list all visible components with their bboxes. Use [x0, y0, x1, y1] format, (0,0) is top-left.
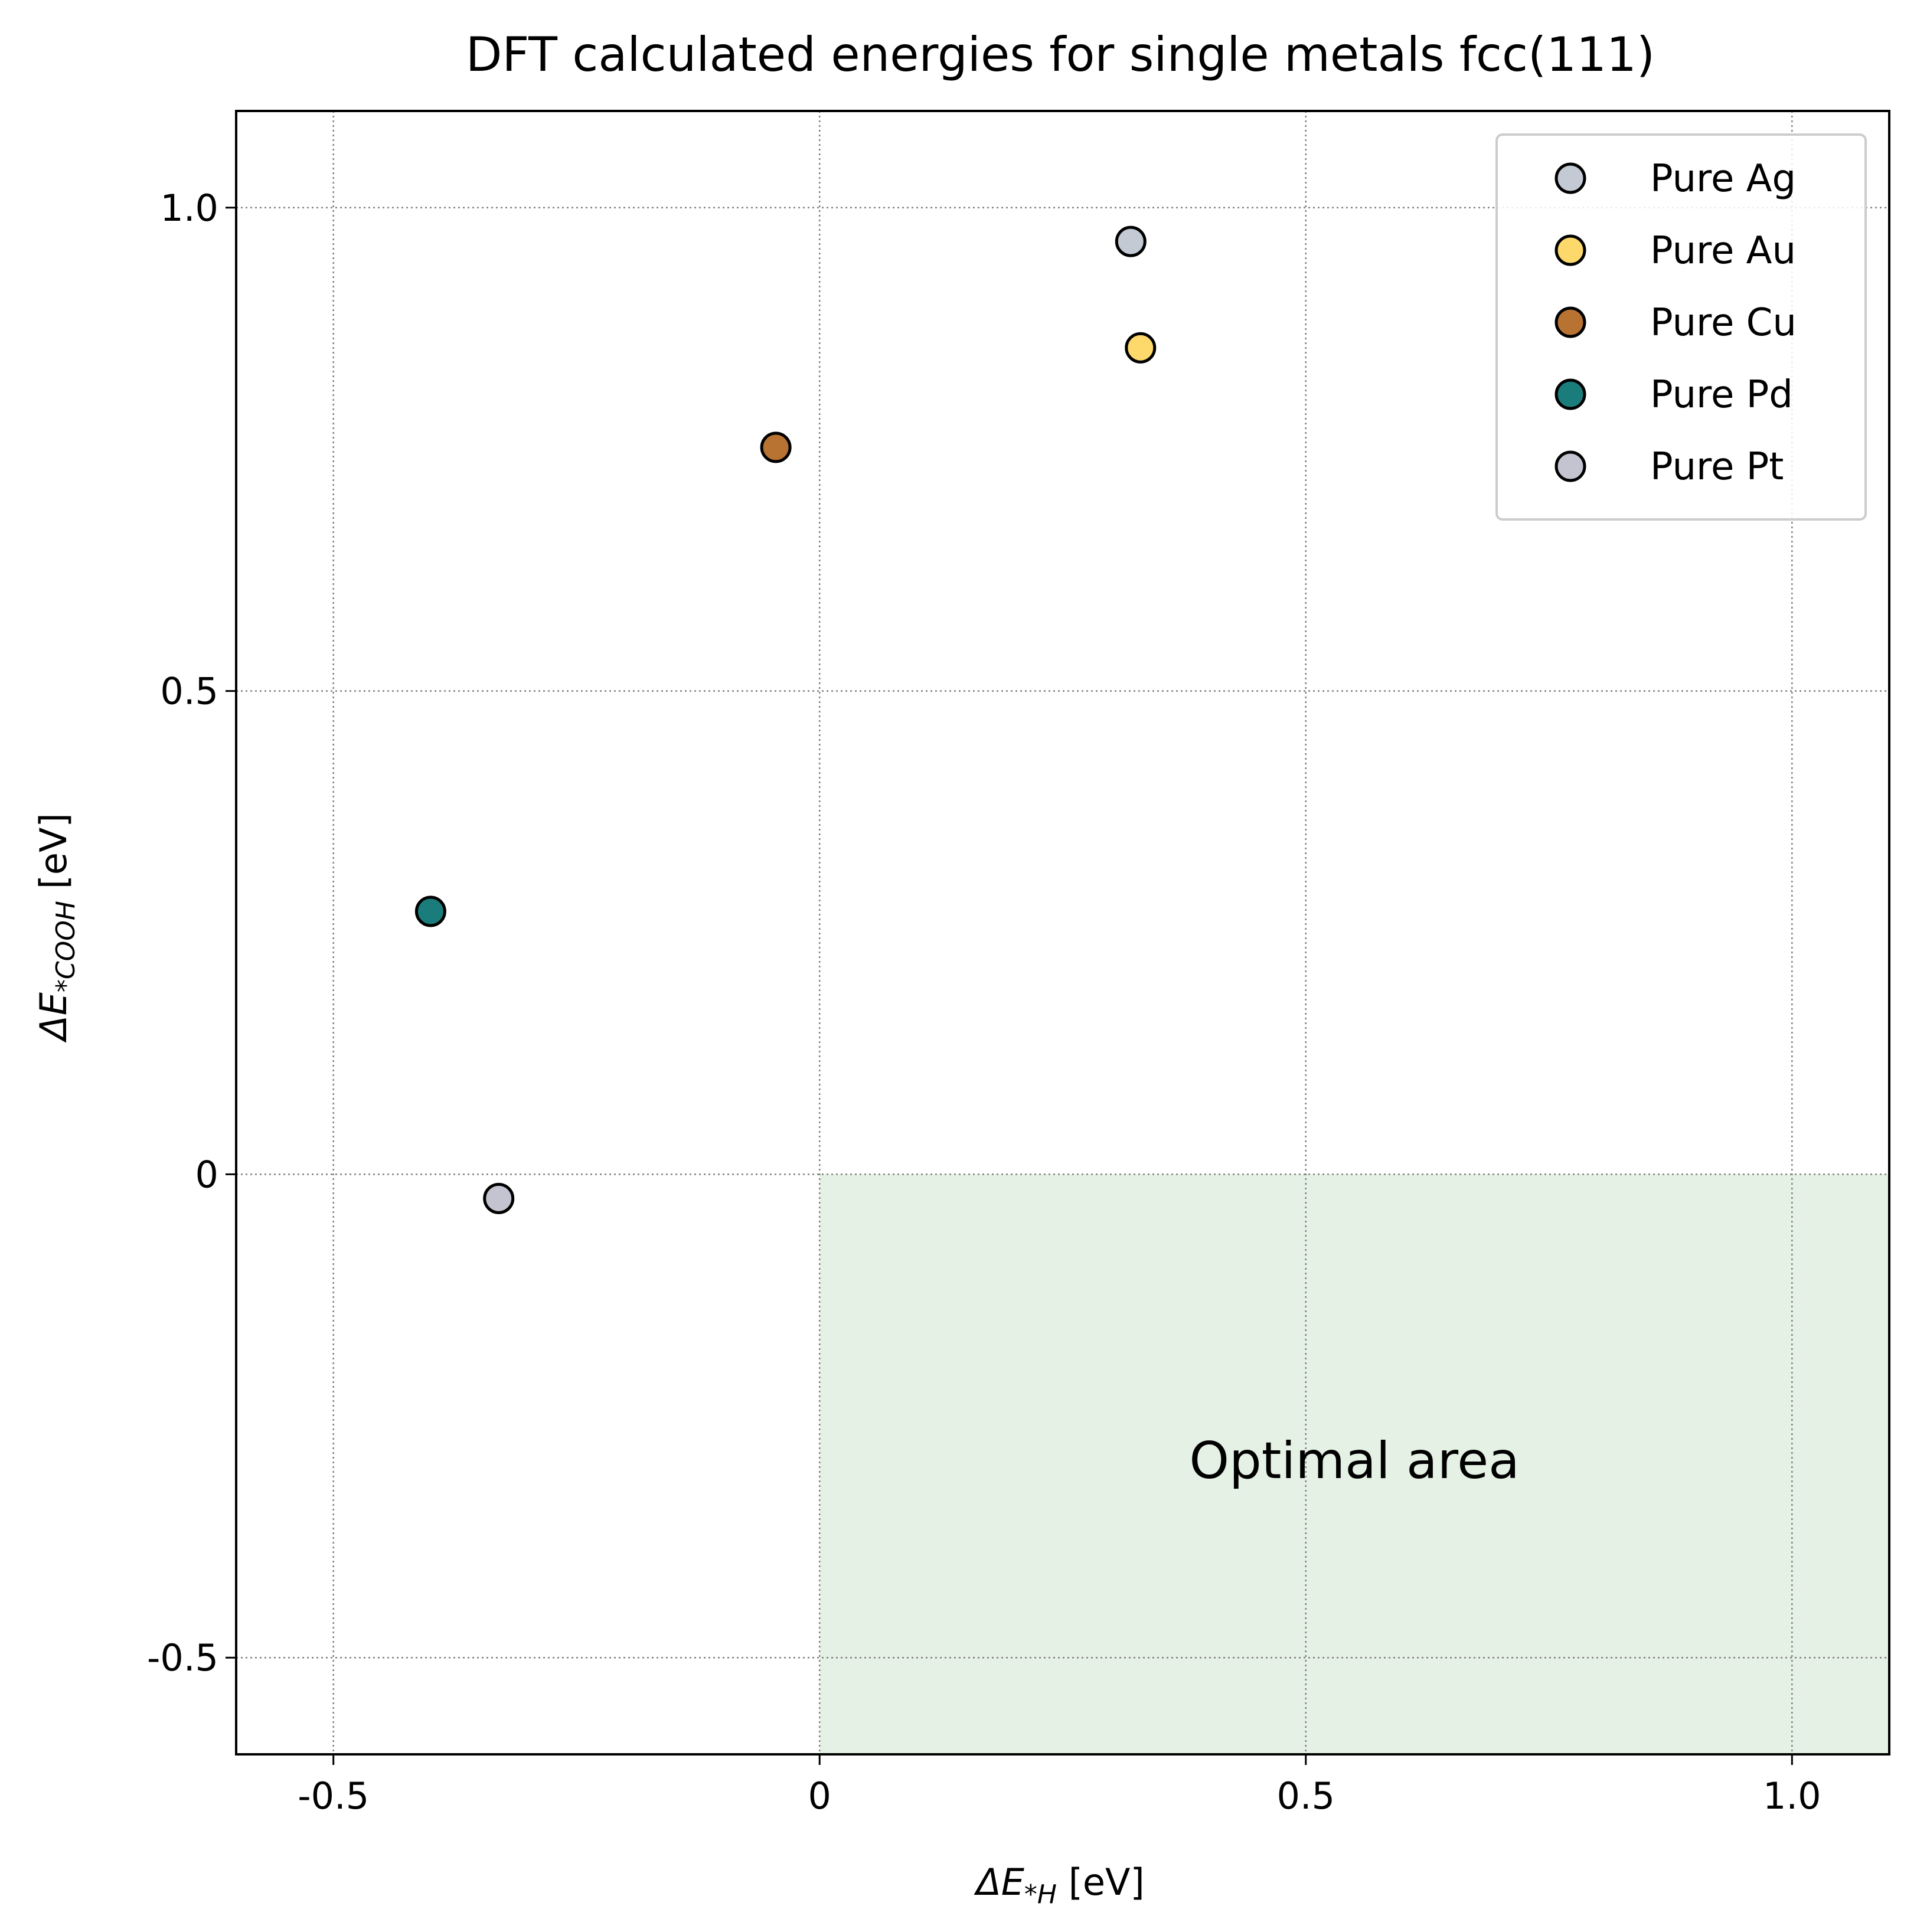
data-point-pure-cu	[760, 431, 792, 463]
y-axis-label-unit: [eV]	[32, 813, 75, 901]
x-axis-label: ΔE*H [eV]	[974, 1861, 1144, 1910]
legend-label: Pure Cu	[1650, 301, 1797, 345]
x-axis-label-subscript: *H	[1024, 1879, 1057, 1910]
x-tick-label: 0.5	[1276, 1774, 1335, 1817]
axis-ticks: -0.5 0 0.5 1.0 -0.5 0 0.5 1.0	[147, 187, 1821, 1817]
legend-label: Pure Pd	[1650, 373, 1793, 417]
y-axis-label: ΔE*COOH [eV]	[32, 813, 81, 1042]
data-point-pure-pt	[483, 1182, 515, 1214]
data-point-pure-au	[1125, 332, 1157, 364]
y-tick-label: 1.0	[160, 187, 218, 230]
x-axis-label-unit: [eV]	[1057, 1861, 1145, 1904]
y-tick-label: 0	[195, 1153, 218, 1196]
data-point-pure-ag	[1115, 225, 1147, 257]
legend-box	[1495, 133, 1867, 521]
legend-marker	[1554, 450, 1586, 482]
optimal-area-annotation: Optimal area	[1189, 1431, 1519, 1490]
plot-frame	[235, 110, 1890, 1756]
legend-label: Pure Au	[1650, 229, 1796, 273]
y-tick-label: 0.5	[160, 670, 218, 713]
x-tick-label: -0.5	[298, 1774, 369, 1817]
chart-title: DFT calculated energies for single metal…	[466, 27, 1655, 82]
y-tick-label: -0.5	[147, 1636, 218, 1679]
x-tick-label: 1.0	[1763, 1774, 1821, 1817]
grid	[236, 111, 1889, 1754]
x-tick-label: 0	[808, 1774, 831, 1817]
y-axis-label-prefix: ΔE	[32, 992, 75, 1042]
legend-marker	[1554, 234, 1586, 266]
data-points	[414, 225, 1157, 1214]
legend-label: Pure Ag	[1650, 157, 1796, 201]
legend: Pure Ag Pure Au Pure Cu Pure Pd Pure Pt	[1495, 133, 1867, 521]
x-axis-label-prefix: ΔE	[974, 1861, 1024, 1904]
legend-label: Pure Pt	[1650, 445, 1784, 489]
legend-marker	[1554, 162, 1586, 194]
legend-marker	[1554, 378, 1586, 410]
data-point-pure-pd	[414, 895, 446, 927]
y-axis-label-subscript: *COOH	[51, 901, 81, 992]
legend-marker	[1554, 306, 1586, 338]
